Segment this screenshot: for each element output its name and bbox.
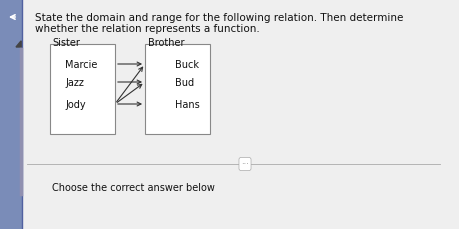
Bar: [50, 45, 115, 134]
Bar: [0, 0, 22, 229]
Text: Marcie: Marcie: [65, 60, 97, 70]
Text: Choose the correct answer below: Choose the correct answer below: [52, 182, 215, 192]
Text: Bud: Bud: [175, 78, 194, 88]
Text: ···: ···: [241, 160, 249, 169]
Text: State the domain and range for the following relation. Then determine: State the domain and range for the follo…: [35, 13, 403, 23]
Text: Hans: Hans: [175, 100, 200, 109]
Polygon shape: [16, 42, 26, 48]
Text: whether the relation represents a function.: whether the relation represents a functi…: [35, 24, 260, 34]
Text: Brother: Brother: [148, 38, 185, 48]
Text: Buck: Buck: [175, 60, 199, 70]
Text: Jazz: Jazz: [65, 78, 84, 88]
Text: Jody: Jody: [65, 100, 86, 109]
Bar: [145, 45, 210, 134]
Text: Sister: Sister: [52, 38, 80, 48]
